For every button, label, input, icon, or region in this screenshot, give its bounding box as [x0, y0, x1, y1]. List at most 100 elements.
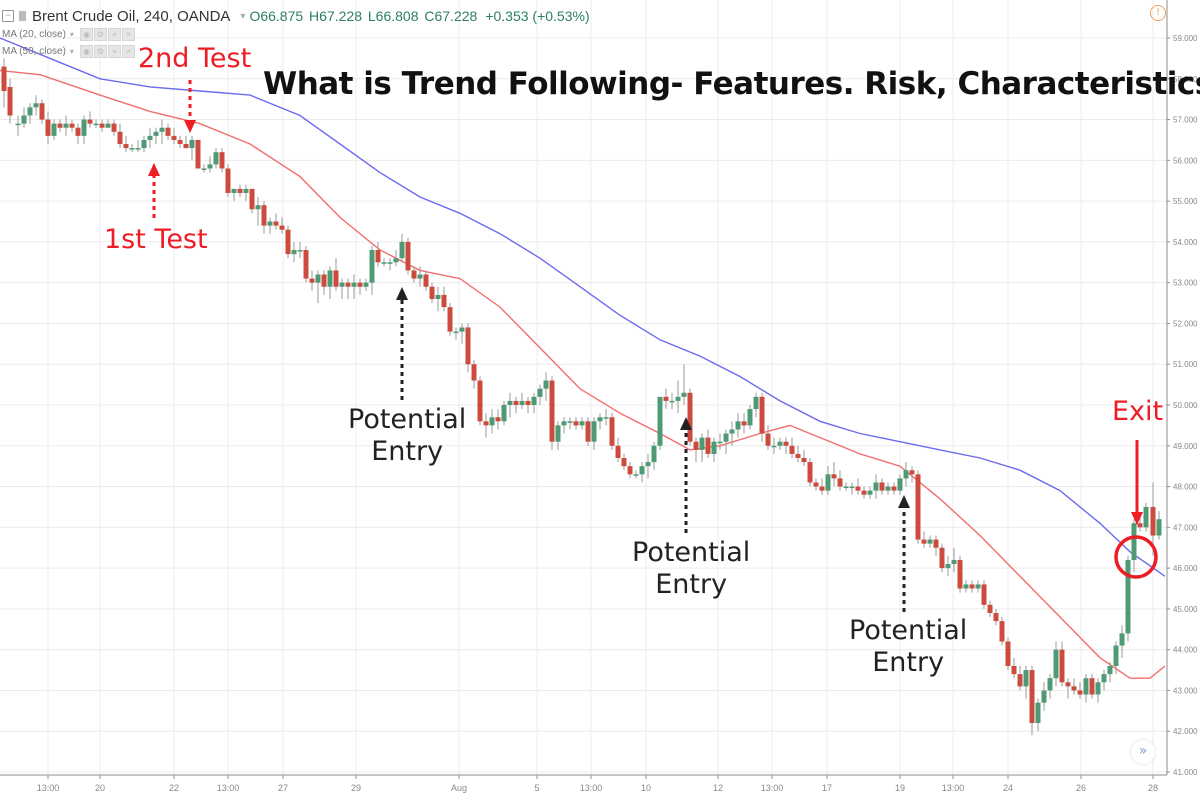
candle	[411, 266, 417, 283]
chevron-down-icon[interactable]: ▾	[69, 30, 74, 39]
candle	[681, 364, 687, 405]
candle	[45, 111, 51, 145]
more-icon[interactable]: +	[107, 28, 121, 41]
indicator-ma50: MA (50, close) ▾ ◉ ⚙ + ×	[2, 43, 590, 60]
candle	[1131, 519, 1137, 573]
candle	[813, 478, 819, 491]
minus-square-icon[interactable]: −	[2, 10, 14, 22]
candle	[513, 396, 519, 414]
candle	[63, 115, 69, 136]
symbol-name[interactable]: Brent Crude Oil, 240, OANDA	[32, 7, 231, 25]
candle	[429, 282, 435, 304]
chevron-down-icon[interactable]: ▾	[69, 47, 74, 56]
more-icon[interactable]: +	[107, 45, 121, 58]
time-tick-label: 19	[895, 783, 905, 793]
candle	[675, 380, 681, 414]
candle	[711, 437, 717, 463]
candle	[339, 278, 345, 299]
candle	[213, 148, 219, 169]
candle	[267, 217, 273, 234]
candle	[417, 266, 423, 287]
time-tick-label: 5	[534, 783, 539, 793]
candle	[1101, 670, 1107, 691]
time-tick-label: 13:00	[580, 783, 603, 793]
candle	[201, 164, 207, 173]
candle	[723, 429, 729, 454]
candle	[489, 409, 495, 434]
candle	[117, 123, 123, 149]
candle	[1, 58, 7, 108]
candle	[693, 437, 699, 463]
candle	[447, 303, 453, 336]
candle	[453, 327, 459, 340]
candle	[873, 474, 879, 499]
candle	[933, 535, 939, 556]
candle	[1125, 555, 1131, 642]
candle	[975, 580, 981, 593]
candle	[483, 413, 489, 438]
candle	[495, 409, 501, 430]
candle	[543, 372, 549, 401]
candle	[87, 111, 93, 128]
candle	[297, 241, 303, 259]
candle	[789, 437, 795, 459]
candle	[249, 188, 255, 214]
price-tick-label: 46.000	[1173, 564, 1198, 573]
candle	[81, 115, 87, 145]
candle	[1077, 682, 1083, 699]
entry-1-arrow	[396, 287, 408, 400]
candle	[849, 482, 855, 495]
candle	[1017, 665, 1023, 691]
settings-icon[interactable]: ⚙	[93, 45, 107, 58]
candle	[591, 417, 597, 450]
price-tick-label: 58.000	[1173, 75, 1198, 84]
candle	[423, 270, 429, 291]
candles	[1, 58, 1162, 736]
price-tick-label: 49.000	[1173, 442, 1198, 451]
close-icon[interactable]: ×	[121, 45, 135, 58]
time-tick-label: 10	[641, 783, 651, 793]
candle	[351, 274, 357, 299]
candle	[969, 580, 975, 593]
candle	[729, 421, 735, 446]
candle	[777, 437, 783, 450]
candle	[1023, 665, 1029, 699]
candle	[555, 421, 561, 450]
candle	[771, 437, 777, 454]
candle	[381, 258, 387, 267]
candle	[291, 241, 297, 263]
indicator-label[interactable]: MA (50, close)	[2, 46, 66, 57]
candle	[39, 99, 45, 124]
time-tick-label: 26	[1076, 783, 1086, 793]
settings-icon[interactable]: ⚙	[93, 28, 107, 41]
candle	[741, 413, 747, 434]
scroll-to-realtime-button[interactable]: »	[1131, 740, 1155, 764]
candle	[1041, 682, 1047, 711]
candle	[459, 323, 465, 344]
candle	[405, 237, 411, 275]
candle	[15, 115, 21, 136]
candle	[753, 392, 759, 418]
candle	[111, 119, 117, 136]
close-icon[interactable]: ×	[121, 28, 135, 41]
ma20-line	[0, 69, 1166, 679]
candle	[153, 127, 159, 145]
candle	[345, 278, 351, 299]
indicator-label[interactable]: MA (20, close)	[2, 29, 66, 40]
candle	[909, 466, 915, 483]
ohlc-values: O66.875 H67.228 L66.808 C67.228	[249, 8, 478, 24]
eye-icon[interactable]: ◉	[79, 45, 93, 58]
eye-icon[interactable]: ◉	[79, 28, 93, 41]
chevron-down-icon[interactable]: ▾	[240, 10, 246, 22]
candle	[375, 241, 381, 267]
entry-2-arrow	[680, 417, 692, 533]
alert-icon[interactable]: !	[1150, 5, 1166, 21]
candle	[837, 470, 843, 491]
candle	[1083, 674, 1089, 703]
flag-icon[interactable]	[19, 11, 26, 21]
annotation-arrows	[148, 80, 1158, 612]
candle	[159, 119, 165, 145]
